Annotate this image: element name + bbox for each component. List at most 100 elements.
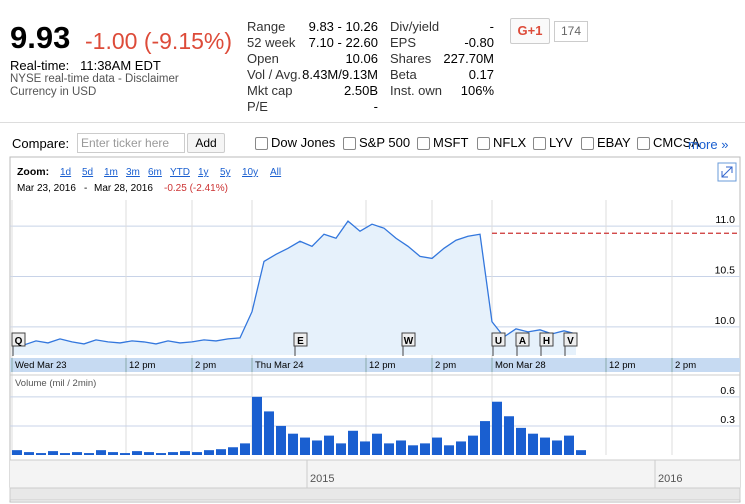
zoom-option[interactable]: 10y — [242, 167, 258, 178]
stat-label: Div/yield — [390, 19, 440, 34]
volume-bar — [168, 452, 178, 455]
volume-bar — [516, 427, 526, 455]
flag[interactable] — [401, 332, 416, 347]
volume-bar — [132, 451, 142, 455]
stat-label: Vol / Avg. — [247, 67, 301, 82]
stat-label: Mkt cap — [247, 83, 293, 98]
ticker-input[interactable]: Enter ticker here — [77, 133, 185, 153]
volume-bar — [552, 440, 562, 455]
volume-bar — [72, 452, 82, 455]
flag[interactable] — [515, 332, 530, 347]
volume-bar — [228, 447, 238, 455]
x-tick-label: 2 pm — [675, 360, 696, 371]
volume-bar — [96, 450, 106, 455]
volume-bar — [204, 450, 214, 455]
volume-bar — [444, 445, 454, 455]
range-to: Mar 28, 2016 — [94, 183, 153, 194]
volume-bar — [564, 435, 574, 455]
x-tick-label: 2 pm — [195, 360, 216, 371]
volume-bar — [324, 435, 334, 455]
zoom-option[interactable]: 1m — [104, 167, 118, 178]
volume-title: Volume (mil / 2min) — [15, 378, 96, 389]
range-sep: - — [84, 183, 87, 194]
expand-icon — [721, 166, 733, 178]
stat-value: 9.83 - 10.26 — [308, 19, 378, 34]
volume-bar — [276, 425, 286, 455]
checkbox[interactable] — [533, 137, 546, 150]
price-line — [11, 220, 577, 346]
zoom-option[interactable]: 3m — [126, 167, 140, 178]
checkbox[interactable] — [255, 137, 268, 150]
stat-label: Shares — [390, 51, 432, 66]
x-axis-band — [10, 358, 740, 372]
flag[interactable] — [563, 332, 578, 347]
divider — [0, 122, 745, 123]
stat-value: 8.43M/9.13M — [302, 67, 378, 82]
more-link[interactable]: more » — [688, 137, 729, 152]
compare-option[interactable]: LYV — [549, 135, 573, 150]
flag[interactable] — [491, 332, 506, 347]
scrollbar[interactable] — [9, 487, 741, 501]
add-button[interactable]: Add — [187, 133, 225, 153]
navigator — [10, 460, 740, 488]
flag-label: H — [543, 336, 550, 347]
checkbox[interactable] — [637, 137, 650, 150]
zoom-option[interactable]: 1d — [60, 167, 71, 178]
compare-label: Compare: — [12, 136, 70, 151]
flag-label: E — [297, 336, 304, 347]
compare-option[interactable]: S&P 500 — [359, 135, 411, 150]
flag[interactable] — [11, 332, 26, 347]
stat-value: 2.50B — [344, 83, 378, 98]
compare-option[interactable]: CMCSA — [653, 135, 700, 150]
volume-bar — [540, 437, 550, 455]
zoom-option[interactable]: All — [270, 167, 281, 178]
expand-button[interactable] — [717, 162, 737, 182]
zoom-option[interactable]: YTD — [170, 167, 190, 178]
volume-bar — [372, 433, 382, 455]
checkbox[interactable] — [343, 137, 356, 150]
gplus-button[interactable]: G+1 — [510, 18, 550, 44]
volume-bar — [108, 452, 118, 455]
flag-label: A — [519, 336, 526, 347]
flag[interactable] — [539, 332, 554, 347]
disclaimer[interactable]: NYSE real-time data - Disclaimer — [10, 73, 179, 85]
checkbox[interactable] — [417, 137, 430, 150]
compare-option[interactable]: MSFT — [433, 135, 469, 150]
compare-option[interactable]: NFLX — [493, 135, 527, 150]
x-tick-label: 2 pm — [435, 360, 456, 371]
currency: Currency in USD — [10, 86, 97, 98]
range-from: Mar 23, 2016 — [17, 183, 76, 194]
zoom-option[interactable]: 5d — [82, 167, 93, 178]
realtime-label: Real-time: — [10, 58, 70, 73]
y-tick-label: 10.5 — [715, 264, 736, 276]
stat-value: 10.06 — [345, 51, 378, 66]
zoom-option[interactable]: 6m — [148, 167, 162, 178]
checkbox[interactable] — [581, 137, 594, 150]
stat-value: -0.80 — [464, 35, 494, 50]
zoom-option[interactable]: 1y — [198, 167, 209, 178]
checkbox[interactable] — [477, 137, 490, 150]
stat-value: 0.17 — [468, 67, 494, 82]
volume-bar — [300, 437, 310, 455]
compare-option[interactable]: Dow Jones — [271, 135, 336, 150]
x-tick-label: 12 pm — [369, 360, 395, 371]
volume-bar — [408, 445, 418, 455]
volume-bar — [396, 440, 406, 455]
x-tick-label: Wed Mar 23 — [15, 360, 67, 371]
volume-bar — [528, 433, 538, 455]
gplus-count: 174 — [554, 21, 588, 42]
volume-bar — [456, 441, 466, 455]
stat-value: 227.70M — [443, 51, 494, 66]
stat-value: - — [373, 99, 378, 114]
range-change: -0.25 (-2.41%) — [164, 183, 228, 194]
volume-bar — [240, 443, 250, 455]
volume-bar — [348, 430, 358, 455]
volume-bar — [576, 450, 586, 455]
compare-option[interactable]: EBAY — [597, 135, 631, 150]
y-tick-label: 0.3 — [720, 414, 735, 426]
volume-bar — [24, 452, 34, 455]
zoom-option[interactable]: 5y — [220, 167, 231, 178]
volume-bar — [468, 435, 478, 455]
volume-bar — [432, 437, 442, 455]
flag[interactable] — [293, 332, 308, 347]
